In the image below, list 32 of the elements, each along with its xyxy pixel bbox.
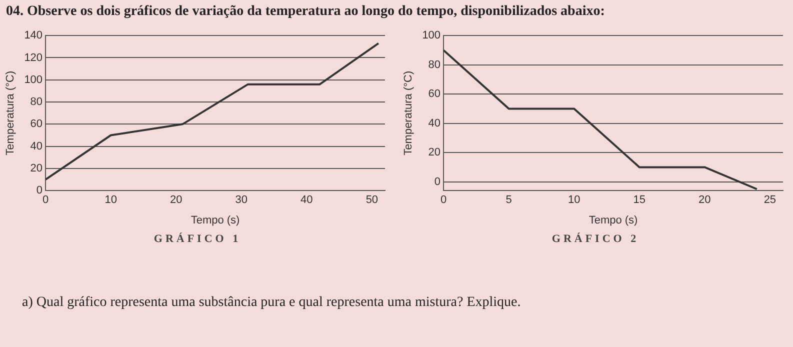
y-tick-label: 100 — [422, 30, 441, 42]
x-tick-label: 20 — [170, 194, 182, 206]
y-axis-title: Temperatura (°C) — [4, 70, 17, 156]
y-tick-label: 60 — [428, 88, 441, 100]
x-tick-label: 10 — [104, 194, 117, 206]
x-tick-label: 20 — [698, 194, 711, 206]
y-tick-label: 100 — [24, 74, 43, 86]
y-tick-label: 40 — [30, 140, 43, 152]
y-tick-label: 80 — [30, 96, 43, 108]
x-tick-label: 30 — [235, 194, 248, 206]
y-tick-label: 120 — [24, 52, 43, 64]
x-tick-label: 50 — [366, 194, 378, 206]
y-tick-label: 40 — [428, 117, 441, 130]
y-tick-label: 80 — [428, 58, 441, 71]
text: 04. Observe os dois gráficos de variação da temperatura ao longo do tempo, disponibilizados abaixo: — [6, 4, 605, 20]
text: GRÁFICO 1 — [152, 233, 242, 245]
x-axis-title: Tempo (s) — [190, 214, 240, 226]
x-tick-label: 40 — [300, 194, 313, 206]
y-tick-label: 60 — [30, 118, 43, 130]
y-tick-label: 20 — [428, 146, 441, 159]
x-tick-label: 25 — [764, 194, 776, 206]
y-tick-label: 0 — [36, 184, 43, 197]
y-axis-title: Temperatura (°C) — [402, 70, 415, 156]
y-tick-label: 20 — [30, 162, 43, 174]
y-tick-label: 0 — [434, 176, 441, 188]
x-tick-label: 5 — [506, 194, 512, 206]
text: GRÁFICO 2 — [550, 233, 640, 245]
x-tick-label: 10 — [568, 194, 580, 206]
y-tick-label: 140 — [24, 30, 43, 42]
x-tick-label: 15 — [633, 194, 646, 206]
text: a) Qual gráfico representa uma substância pura e qual representa uma mistura? Explique. — [22, 295, 521, 311]
x-axis-title: Tempo (s) — [588, 214, 638, 226]
